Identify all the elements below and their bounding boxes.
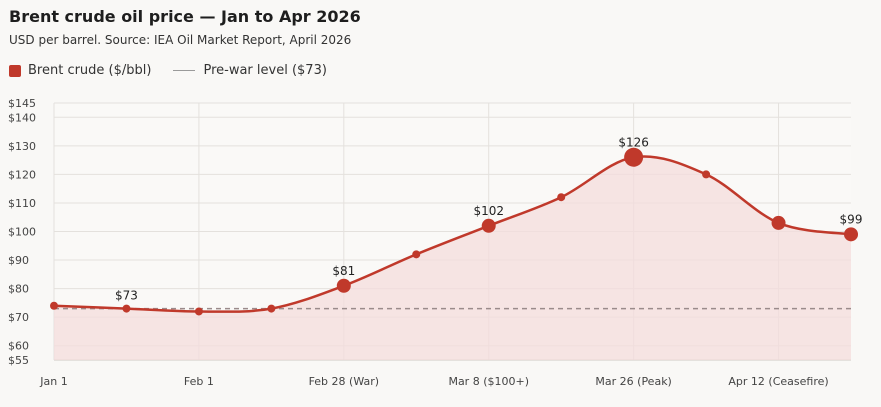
legend-reference-label[interactable]: Pre-war level ($73): [203, 63, 327, 78]
chart-title: Brent crude oil price — Jan to Apr 2026: [9, 7, 361, 26]
y-tick-label: $100: [8, 226, 36, 239]
data-label: $126: [618, 135, 649, 149]
data-point: [194, 307, 203, 316]
y-tick-label: $140: [8, 111, 36, 124]
data-point: [844, 227, 858, 242]
legend-series-label[interactable]: Brent crude ($/bbl): [28, 63, 152, 78]
data-point: [412, 250, 421, 259]
x-tick-label: Feb 1: [184, 375, 214, 388]
data-point: [267, 304, 276, 313]
y-tick-label: $145: [8, 97, 36, 110]
data-point: [122, 304, 131, 313]
data-point: [557, 193, 566, 202]
data-point: [771, 215, 786, 230]
y-tick-label: $70: [8, 311, 29, 324]
y-tick-label: $90: [8, 254, 29, 267]
data-point: [702, 170, 711, 179]
data-point: [481, 218, 496, 233]
x-tick-label: Feb 28 (War): [309, 375, 380, 388]
data-label: $99: [840, 212, 863, 226]
y-tick-label: $55: [8, 354, 29, 367]
data-point: [624, 147, 644, 167]
legend-reference-swatch: [173, 70, 196, 71]
data-point: [50, 301, 58, 310]
y-tick-label: $120: [8, 168, 36, 181]
chart-subtitle: USD per barrel. Source: IEA Oil Market R…: [9, 33, 352, 47]
data-label: $73: [115, 289, 138, 303]
series-line: [53, 155, 852, 313]
data-point: [336, 278, 351, 293]
legend-series-swatch: [9, 64, 21, 77]
data-label: $81: [332, 264, 355, 278]
x-tick-label: Jan 1: [39, 375, 67, 388]
y-tick-label: $60: [8, 340, 29, 353]
x-tick-label: Apr 12 (Ceasefire): [728, 375, 828, 388]
y-tick-label: $110: [8, 197, 36, 210]
legend: Brent crude ($/bbl) Pre-war level ($73): [9, 63, 327, 78]
y-tick-label: $130: [8, 140, 36, 153]
x-tick-label: Mar 8 ($100+): [448, 375, 529, 388]
x-tick-label: Mar 26 (Peak): [595, 375, 671, 388]
y-tick-label: $80: [8, 283, 29, 296]
data-label: $102: [473, 204, 504, 218]
